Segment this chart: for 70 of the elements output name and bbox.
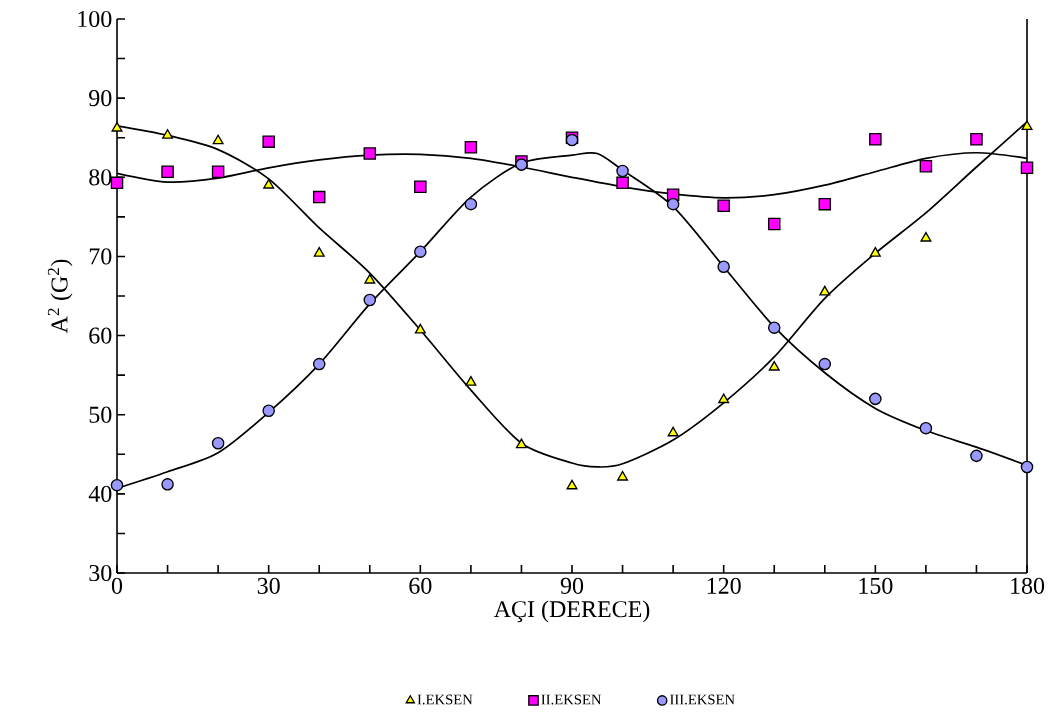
point: [970, 449, 983, 463]
y-tick-label: 90: [89, 90, 112, 107]
x-tick-label: 120: [707, 577, 741, 594]
point: [869, 246, 881, 257]
point: [262, 135, 275, 148]
y-tick-label: 40: [88, 485, 112, 502]
point: [818, 357, 832, 371]
point: [616, 176, 629, 190]
point: [464, 140, 478, 154]
point: [414, 180, 427, 194]
legend-label: III.EKSEN: [670, 694, 735, 705]
point: [666, 197, 680, 211]
y-tick-label: 50: [89, 406, 112, 423]
point: [717, 260, 730, 273]
point: [211, 436, 225, 450]
point: [363, 147, 377, 160]
point: [667, 426, 679, 437]
y-tick-label: 60: [89, 327, 112, 344]
point: [1021, 120, 1033, 131]
y-tick-label: 100: [78, 10, 112, 28]
y-tick-label: 30: [89, 564, 112, 582]
point: [161, 478, 174, 491]
point: [718, 393, 730, 404]
x-axis-title: AÇI (DERECE): [493, 600, 650, 623]
point: [818, 197, 832, 211]
y-axis-title: A$^{2}$ (G$^{2}$): [47, 259, 73, 334]
point: [920, 231, 932, 242]
point: [869, 392, 882, 406]
point: [1020, 460, 1034, 474]
point: [313, 246, 325, 257]
point: [970, 133, 983, 146]
x-tick-label: 60: [409, 577, 432, 594]
legend-label: II.EKSEN: [541, 694, 602, 705]
point: [767, 321, 781, 334]
point: [768, 360, 780, 371]
point: [1020, 161, 1034, 175]
point: [919, 159, 933, 173]
point: [869, 133, 882, 146]
point: [162, 129, 174, 139]
point: [919, 421, 933, 435]
y-tick-label: 80: [89, 169, 112, 186]
point: [312, 357, 326, 371]
point: [312, 190, 326, 204]
x-tick-label: 180: [1011, 577, 1045, 594]
point: [464, 197, 478, 211]
point: [819, 285, 831, 296]
point: [110, 478, 124, 492]
point: [566, 479, 578, 490]
x-tick-label: 150: [859, 577, 893, 594]
y-tick-label: 70: [89, 248, 112, 265]
point: [364, 273, 376, 284]
point: [414, 245, 427, 258]
x-tick-label: 90: [560, 577, 584, 594]
point: [465, 375, 477, 386]
point: [263, 178, 275, 189]
point: [616, 164, 629, 178]
point: [262, 404, 275, 418]
x-tick-label: 0: [111, 577, 123, 594]
point: [161, 165, 174, 179]
point: [111, 121, 123, 132]
point: [617, 470, 629, 481]
legend-label: I.EKSEN: [417, 694, 473, 705]
point: [515, 438, 527, 449]
point: [363, 293, 377, 307]
point: [414, 323, 426, 334]
point: [211, 165, 225, 179]
point: [767, 217, 781, 231]
point: [717, 199, 730, 213]
point: [212, 134, 224, 145]
x-tick-label: 30: [257, 577, 280, 594]
